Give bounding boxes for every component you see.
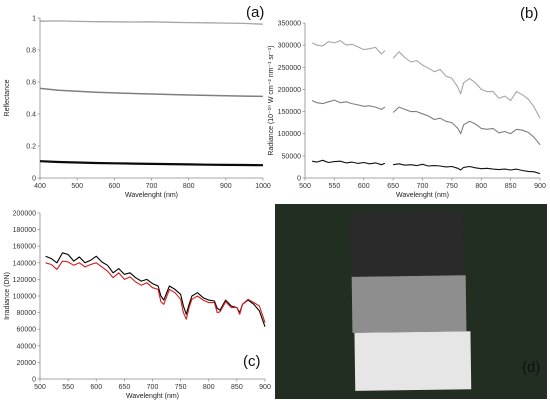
x-axis-label: Wavelenght (nm): [126, 393, 179, 400]
chart-panel-c: 500 550 600 650 700 750 800 850 900 0 20000 40000 60…: [4, 211, 271, 401]
series-line-3: [393, 163, 541, 175]
series-line-1: [45, 252, 266, 327]
y-tick-label: 0: [32, 377, 36, 384]
panel-label-d: (d): [522, 359, 540, 376]
x-tick-label: 600: [108, 183, 120, 190]
photo-panel-d: (d): [275, 204, 547, 399]
x-tick-label: 500: [34, 384, 46, 391]
y-tick-label: 40000: [17, 343, 37, 350]
target-panel-dark: [350, 210, 464, 277]
x-tick-label: 550: [329, 183, 341, 190]
x-tick-label: 600: [358, 183, 370, 190]
series-line-1: [311, 40, 386, 55]
y-axis-label: Radiance (10⁻¹⁰ W cm⁻² nm⁻¹ sr⁻¹): [267, 45, 275, 155]
chart-panel-b: 500 550 600 650 700 750 800 850 900 0 50000 100000 1…: [267, 21, 546, 200]
series-line-2: [39, 87, 264, 98]
target-panel-gray: [351, 275, 467, 333]
y-tick-label: 140000: [13, 260, 36, 267]
y-axis-label: Reflectance: [4, 79, 11, 116]
x-tick-label: 400: [34, 183, 46, 190]
y-tick-label: 100000: [13, 294, 36, 301]
x-tick-label: 600: [90, 384, 102, 391]
y-tick-label: 250000: [278, 65, 301, 72]
series-line-2: [392, 106, 541, 146]
x-tick-label: 900: [259, 384, 271, 391]
y-tick-label: 100000: [278, 131, 301, 138]
target-panel-white: [354, 331, 472, 391]
y-tick-label: 300000: [278, 43, 301, 50]
x-tick-label: 800: [183, 183, 195, 190]
x-tick-label: 550: [62, 384, 74, 391]
x-tick-label: 650: [119, 384, 131, 391]
y-tick-label: 350000: [278, 21, 301, 28]
chart-panel-a: 400 500 600 700 800 900 1000 0 0.2 0.4 0.6 0.8 1 Wave…: [4, 16, 271, 200]
y-tick-label: 1: [32, 16, 36, 23]
x-tick-label: 900: [220, 183, 232, 190]
y-tick-label: 50000: [282, 153, 302, 160]
series-line-1: [39, 20, 264, 25]
series-line-3: [311, 159, 386, 166]
y-tick-label: 0: [32, 176, 36, 183]
x-tick-label: 750: [446, 183, 458, 190]
series-line-2: [311, 99, 386, 110]
x-tick-label: 850: [231, 384, 243, 391]
y-axis-label: Irradiance (DN): [4, 272, 11, 320]
y-tick-label: 0: [297, 176, 301, 183]
calibration-target: [350, 210, 472, 391]
series-line-3: [39, 160, 264, 167]
y-tick-label: 60000: [17, 327, 37, 334]
series-line-1: [392, 51, 541, 119]
y-tick-label: 160000: [13, 244, 36, 251]
y-tick-label: 200000: [278, 87, 301, 94]
x-tick-label: 650: [387, 183, 399, 190]
x-axis-label: Wavelenght (nm): [396, 192, 449, 199]
x-tick-label: 700: [146, 183, 158, 190]
y-tick-label: 0.4: [26, 112, 36, 119]
x-axis-label: Wavelenght (nm): [125, 192, 178, 199]
y-tick-label: 0.8: [26, 48, 36, 55]
panel-label-a: (a): [246, 4, 264, 21]
y-tick-label: 180000: [13, 227, 36, 234]
series-line-2: [45, 260, 266, 323]
x-tick-label: 850: [505, 183, 517, 190]
y-tick-label: 200000: [13, 211, 36, 218]
y-tick-label: 120000: [13, 277, 36, 284]
panel-label-c: (c): [243, 353, 261, 370]
x-tick-label: 700: [147, 384, 159, 391]
x-tick-label: 800: [475, 183, 487, 190]
y-tick-label: 0.6: [26, 80, 36, 87]
y-tick-label: 20000: [17, 360, 37, 367]
x-tick-label: 500: [299, 183, 311, 190]
x-tick-label: 800: [203, 384, 215, 391]
x-tick-label: 900: [534, 183, 546, 190]
panel-label-b: (b): [520, 5, 538, 22]
x-tick-label: 500: [71, 183, 83, 190]
x-tick-label: 750: [175, 384, 187, 391]
y-tick-label: 80000: [17, 310, 37, 317]
y-tick-label: 0.2: [26, 144, 36, 151]
x-tick-label: 700: [417, 183, 429, 190]
x-tick-label: 1000: [255, 183, 271, 190]
y-tick-label: 150000: [278, 109, 301, 116]
